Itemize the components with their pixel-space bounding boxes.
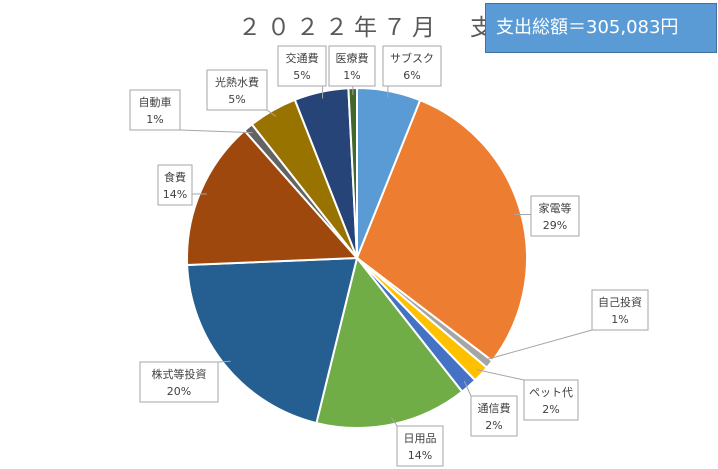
slice-label: ペット代 (529, 386, 573, 399)
leader-line (217, 360, 231, 363)
chart-title: ２０２２年７月 支出 (238, 15, 528, 41)
data-label-box (157, 164, 193, 206)
slice-label: 家電等 (539, 201, 572, 215)
pie-slice (315, 255, 464, 429)
data-label-box (277, 45, 327, 87)
total-expense-box: 支出総額＝305,083円 (485, 3, 717, 53)
slice-label: 食費 (164, 170, 186, 184)
slice-percent: 2% (485, 419, 502, 432)
slice-label: 通信費 (478, 401, 511, 415)
slice-percent: 20% (167, 385, 191, 398)
leader-line (179, 129, 253, 134)
pie-slice (186, 256, 359, 425)
leader-line (266, 109, 277, 117)
slice-percent: 5% (228, 93, 245, 106)
slice-percent: 1% (146, 113, 163, 126)
data-label-box (328, 45, 376, 87)
slice-percent: 6% (403, 69, 420, 82)
slice-label: 医療費 (336, 51, 369, 65)
slice-percent: 1% (343, 69, 360, 82)
pie-slices (186, 86, 528, 429)
data-label-box (523, 379, 579, 421)
slice-percent: 29% (543, 219, 567, 232)
data-label-box (591, 289, 649, 331)
data-label-box (470, 395, 518, 437)
slice-label: 日用品 (404, 432, 437, 445)
slice-percent: 14% (163, 188, 187, 201)
slice-label: 交通費 (286, 51, 319, 65)
data-label-box (206, 69, 268, 111)
slice-label: 自動車 (139, 95, 172, 109)
slice-percent: 2% (542, 403, 559, 416)
data-label-box (530, 195, 580, 237)
data-label-box (396, 425, 444, 467)
pie-labels: サブスク 6% 家電等 29% 自己投資 1% ペット代 2% 通信費 2% 日用品 14% 株式等投資… (129, 45, 649, 467)
slice-percent: 5% (293, 69, 310, 82)
leader-line (484, 329, 593, 361)
slice-label: サブスク (390, 51, 434, 65)
data-label-box (382, 45, 442, 87)
slice-label: 光熱水費 (215, 75, 259, 89)
leader-line (463, 380, 472, 397)
pie-slice (355, 98, 528, 363)
pie-slice (186, 129, 360, 267)
data-label-box (139, 361, 219, 403)
slice-percent: 1% (611, 313, 628, 326)
data-label-box (129, 89, 181, 131)
leader-line (391, 417, 398, 427)
slice-percent: 14% (408, 449, 432, 462)
slice-label: 株式等投資 (152, 367, 207, 381)
leader-line (476, 369, 525, 381)
slice-label: 自己投資 (598, 295, 642, 309)
